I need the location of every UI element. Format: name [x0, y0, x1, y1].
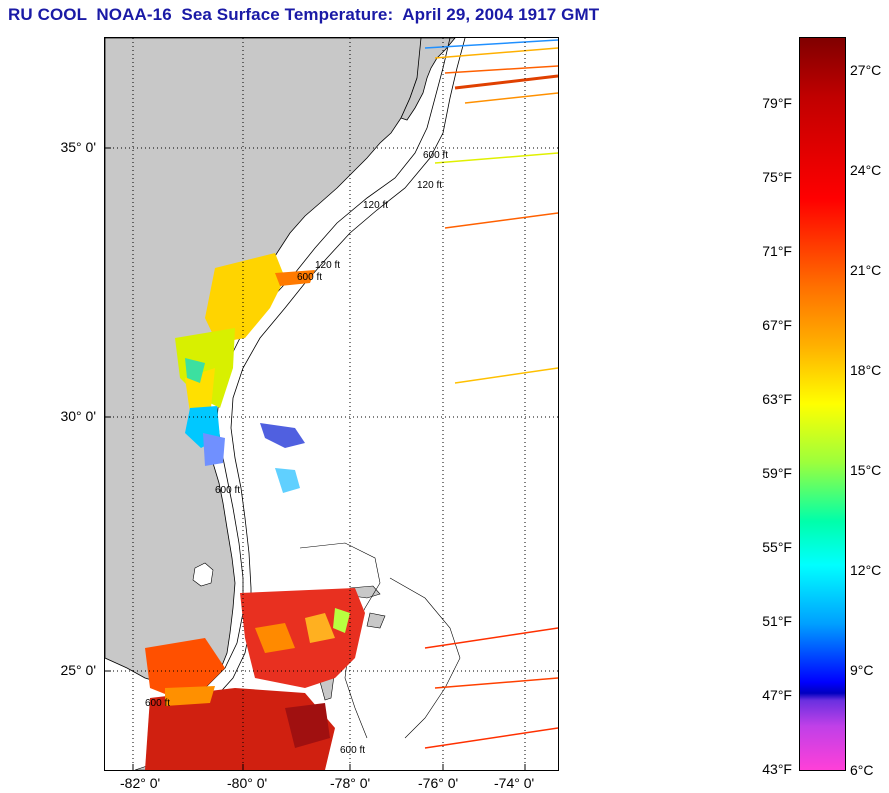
lon-label-78: -78° 0' — [330, 775, 371, 791]
colorbar-celsius-label: 6°C — [850, 762, 874, 778]
isobath-120ft — [204, 38, 451, 689]
sst-map-canvas: 120 ft 600 ft 120 ft 600 ft 120 ft 600 f… — [105, 38, 558, 770]
isobath-label: 600 ft — [340, 745, 365, 756]
colorbar-fahrenheit-label: 51°F — [762, 613, 792, 629]
lat-label-25: 25° 0' — [60, 662, 96, 678]
lon-label-74: -74° 0' — [494, 775, 535, 791]
isobath-label: 600 ft — [215, 485, 240, 496]
map-title: RU COOL NOAA-16 Sea Surface Temperature:… — [8, 5, 600, 24]
lon-label-82: -82° 0' — [120, 775, 161, 791]
colorbar-celsius-label: 12°C — [850, 562, 882, 578]
lake-okeechobee — [192, 562, 214, 587]
isobath-label: 120 ft — [315, 260, 340, 271]
axis-ticks — [105, 147, 526, 770]
isobath-label: 600 ft — [297, 272, 322, 283]
lat-label-30: 30° 0' — [60, 408, 96, 424]
colorbar-fahrenheit-label: 47°F — [762, 687, 792, 703]
colorbar-celsius-label: 9°C — [850, 662, 874, 678]
colorbar-fahrenheit-label: 55°F — [762, 539, 792, 555]
colorbar-fahrenheit-label: 67°F — [762, 317, 792, 333]
isobath-label: 120 ft — [363, 200, 388, 211]
isobath-label: 600 ft — [423, 150, 448, 161]
temperature-colorbar — [799, 37, 846, 771]
lat-label-35: 35° 0' — [60, 139, 96, 155]
colorbar-fahrenheit-label: 71°F — [762, 243, 792, 259]
sst-data-south — [145, 588, 365, 770]
colorbar-fahrenheit-label: 63°F — [762, 391, 792, 407]
colorbar-celsius-label: 15°C — [850, 462, 882, 478]
sst-streaks — [424, 39, 558, 749]
sst-data-north — [175, 253, 315, 493]
colorbar-celsius-label: 21°C — [850, 262, 882, 278]
colorbar-fahrenheit-label: 43°F — [762, 761, 792, 777]
lon-label-80: -80° 0' — [227, 775, 268, 791]
isobath-label: 600 ft — [145, 698, 170, 709]
land-virginia — [400, 38, 456, 121]
land-southeast-us — [105, 38, 436, 689]
colorbar-celsius-label: 18°C — [850, 362, 882, 378]
colorbar-celsius-label: 27°C — [850, 62, 882, 78]
sst-map: 120 ft 600 ft 120 ft 600 ft 120 ft 600 f… — [104, 37, 559, 771]
colorbar-celsius-label: 24°C — [850, 162, 882, 178]
isobath-bahamas — [299, 542, 461, 739]
colorbar-fahrenheit-label: 79°F — [762, 95, 792, 111]
isobath-label: 120 ft — [417, 180, 442, 191]
colorbar-fahrenheit-label: 59°F — [762, 465, 792, 481]
lon-label-76: -76° 0' — [418, 775, 459, 791]
colorbar-fahrenheit-label: 75°F — [762, 169, 792, 185]
